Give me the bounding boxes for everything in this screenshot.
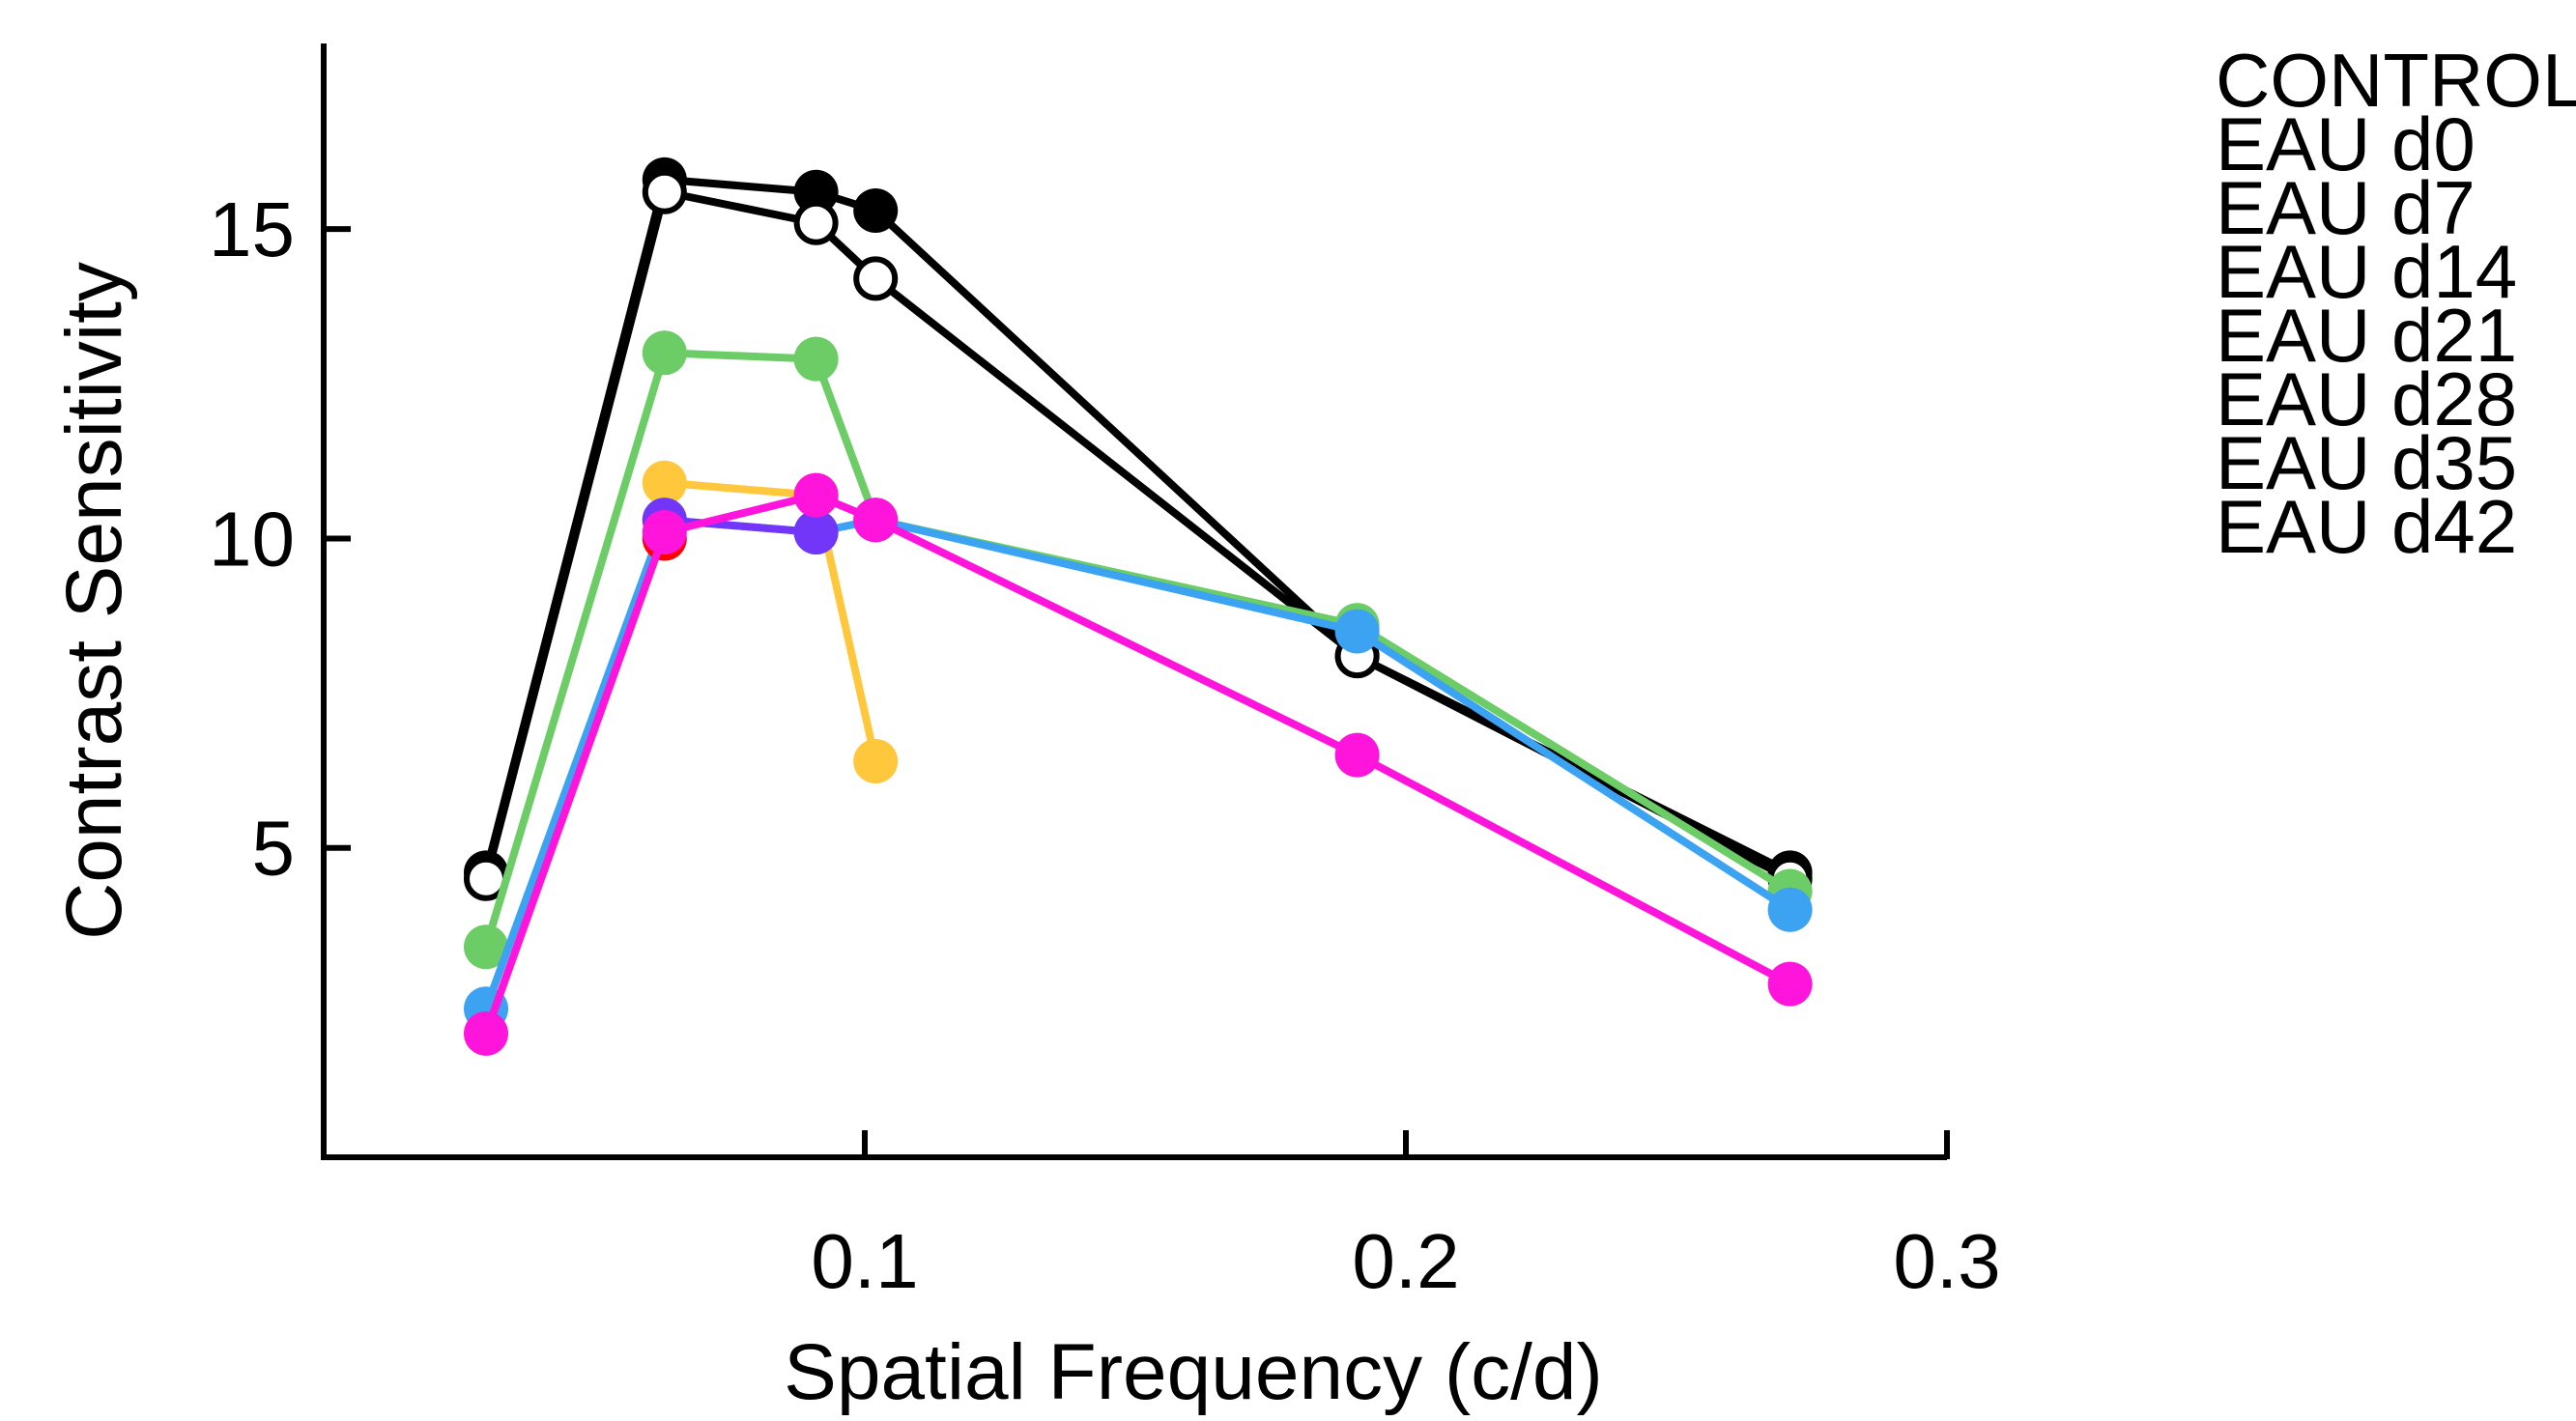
data-point <box>464 1010 508 1056</box>
data-point <box>793 200 839 245</box>
y-tick-label: 10 <box>209 496 295 582</box>
data-point <box>853 739 899 784</box>
ticks: 0.1 0.2 0.3 5 10 15 <box>209 186 2001 1304</box>
data-point <box>642 510 687 555</box>
data-point <box>793 336 839 382</box>
legend-label: EAU d0 <box>2216 101 2476 186</box>
series-layer <box>464 156 1813 1056</box>
data-point <box>642 330 687 376</box>
data-point <box>853 187 899 233</box>
x-tick-label: 0.1 <box>811 1218 918 1304</box>
series-line <box>482 516 1792 1010</box>
data-point <box>642 460 687 505</box>
data-point <box>1767 887 1813 932</box>
legend-label: EAU d7 <box>2216 165 2476 250</box>
data-point <box>793 472 839 518</box>
data-point <box>642 169 687 214</box>
series-line <box>482 187 1792 883</box>
legend-label: EAU d28 <box>2216 356 2517 441</box>
legend-label: CONTROL <box>2216 38 2576 123</box>
series-4 <box>464 497 1813 1032</box>
data-point <box>464 924 508 970</box>
data-point <box>853 256 899 301</box>
data-point <box>1334 609 1380 654</box>
legend-label: EAU d35 <box>2216 420 2517 505</box>
data-point <box>793 169 839 214</box>
data-point <box>853 497 899 543</box>
series-line <box>664 516 816 537</box>
legend-label: EAU d14 <box>2216 229 2517 314</box>
x-tick-label: 0.3 <box>1893 1218 2000 1304</box>
y-tick-label: 15 <box>209 186 295 272</box>
y-tick-label: 5 <box>252 806 296 892</box>
series-line <box>482 491 1792 1036</box>
x-axis-title: Spatial Frequency (c/d) <box>784 1328 1603 1416</box>
legend-label: EAU d21 <box>2216 293 2517 378</box>
series-7 <box>464 472 1813 1056</box>
x-tick-label: 0.2 <box>1352 1218 1459 1304</box>
data-point <box>1767 961 1813 1007</box>
legend-label: EAU d42 <box>2216 484 2517 569</box>
axes <box>321 43 1947 1160</box>
data-point <box>793 510 839 555</box>
y-axis-title: Contrast Sensitivity <box>50 262 138 940</box>
series-line <box>482 349 1792 949</box>
data-point <box>1334 732 1380 778</box>
